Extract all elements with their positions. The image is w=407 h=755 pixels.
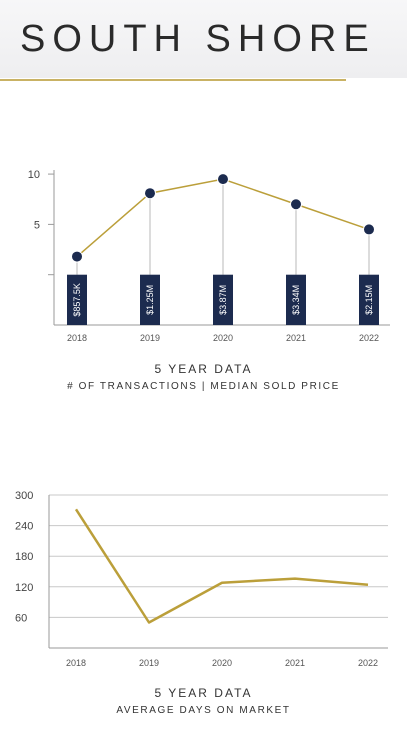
chart1-title: 5 YEAR DATA: [154, 362, 253, 376]
transactions-point: [144, 187, 156, 200]
price-bar: [359, 274, 379, 325]
title-underline: [0, 79, 346, 81]
x-tick-label: 2020: [212, 658, 232, 668]
y-tick-label: 180: [15, 551, 33, 563]
transactions-price-chart: 10 5 $857.5K $1.25M $3.87M $3.34M $2.15M 2018 20…: [28, 169, 390, 343]
chart1-subtitle: # OF TRANSACTIONS | MEDIAN SOLD PRICE: [67, 381, 340, 392]
y-tick-label: 240: [15, 521, 33, 533]
x-tick-label: 2020: [213, 333, 233, 343]
price-bar: [213, 274, 233, 325]
days-on-market-line: [74, 508, 369, 624]
price-bar-label: $857.5K: [72, 283, 82, 317]
transactions-point: [290, 198, 302, 211]
x-tick-label: 2021: [286, 333, 306, 343]
y-tick-label: 10: [28, 169, 40, 181]
chart2-title: 5 YEAR DATA: [154, 686, 253, 700]
y-tick-label: 120: [15, 582, 33, 594]
x-tick-label: 2021: [285, 658, 305, 668]
transactions-point: [71, 250, 83, 263]
header-band: [0, 0, 407, 78]
transactions-point: [363, 223, 375, 236]
y-tick-label: 60: [15, 612, 27, 624]
days-on-market-chart: 300 240 180 120 60 2018 2019 2020 2021 2022: [15, 490, 388, 668]
price-bar-label: $2.15M: [364, 285, 374, 315]
price-bar-label: $1.25M: [145, 285, 155, 315]
transactions-point: [217, 173, 229, 186]
x-tick-label: 2018: [67, 333, 87, 343]
price-bar: [140, 274, 160, 325]
page-title: SOUTH SHORE: [20, 18, 376, 60]
y-tick-label: 300: [15, 490, 33, 502]
price-bar-label: $3.34M: [291, 285, 301, 315]
price-bar: [67, 274, 87, 325]
y-tick-label: 5: [34, 219, 40, 231]
price-bar-label: $3.87M: [218, 285, 228, 315]
chart2-subtitle: AVERAGE DAYS ON MARKET: [116, 705, 291, 716]
price-bar: [286, 274, 306, 325]
x-tick-label: 2018: [66, 658, 86, 668]
x-tick-label: 2019: [139, 658, 159, 668]
x-tick-label: 2019: [140, 333, 160, 343]
x-tick-label: 2022: [359, 333, 379, 343]
x-tick-label: 2022: [358, 658, 378, 668]
